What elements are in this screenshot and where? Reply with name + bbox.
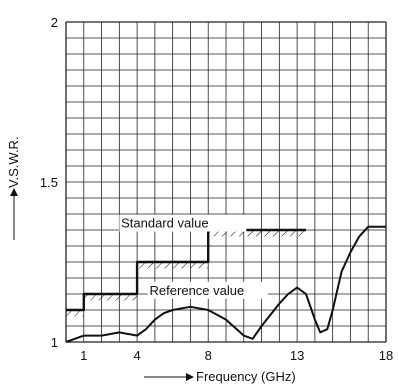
- annotation-reference-value: Reference value: [150, 283, 245, 298]
- hatch-band: [66, 310, 84, 317]
- x-tick-label: 13: [290, 348, 304, 363]
- x-axis-label: Frequency (GHz): [196, 369, 296, 384]
- ticks: 1 4 8 13 18 1 1.5 2: [40, 15, 393, 363]
- annotation-bg: [119, 214, 247, 232]
- reference-value-line: [65, 225, 386, 343]
- annotation-bg: [147, 281, 268, 299]
- y-tick-label: 1.5: [40, 175, 58, 190]
- y-tick-label: 1: [51, 335, 58, 350]
- x-tick-label: 18: [379, 348, 393, 363]
- hatch-band: [137, 262, 209, 269]
- annotation-standard-value: Standard value: [121, 216, 208, 231]
- x-tick-label: 1: [80, 348, 87, 363]
- y-tick-label: 2: [51, 15, 58, 30]
- y-axis-label: V.S.W.R.: [6, 136, 21, 188]
- x-tick-label: 4: [133, 348, 140, 363]
- x-tick-label: 8: [205, 348, 212, 363]
- series: [65, 225, 386, 343]
- labels: Standard value Reference value Frequency…: [6, 136, 296, 384]
- hatch-band: [83, 294, 138, 301]
- x-axis-arrow-head: [186, 373, 194, 381]
- standard-hatch: [66, 230, 306, 317]
- standard-value-line: [66, 228, 306, 312]
- y-axis-arrow-head: [10, 188, 18, 196]
- hatch-band: [208, 230, 306, 237]
